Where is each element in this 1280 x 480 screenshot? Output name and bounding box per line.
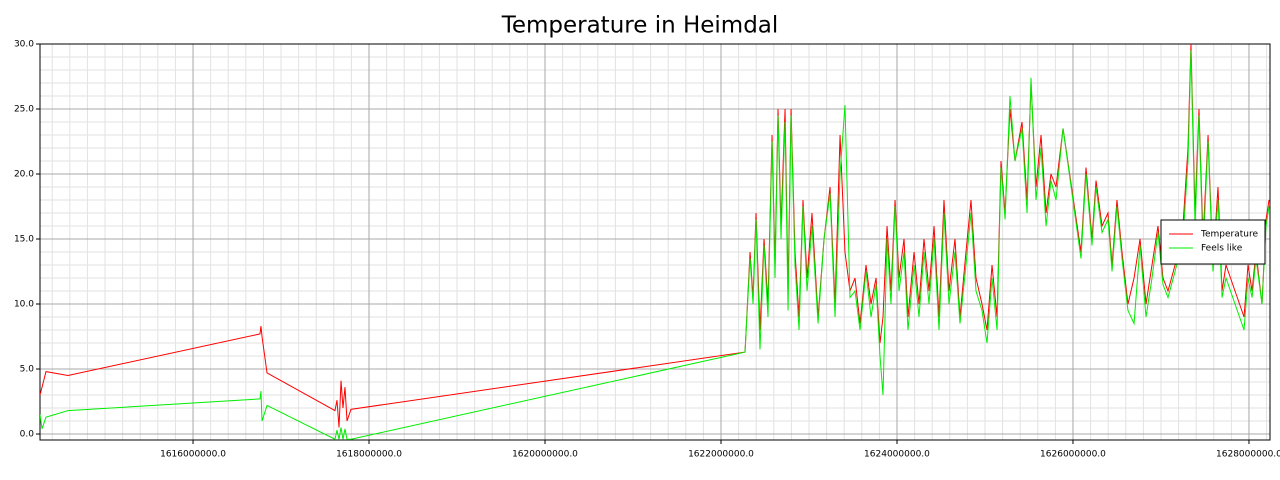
y-tick-label: 20.0: [14, 170, 34, 180]
legend-label: Temperature: [1200, 230, 1258, 240]
x-tick-label: 1624000000.0: [864, 450, 930, 460]
x-tick-label: 1620000000.0: [512, 450, 578, 460]
x-tick-label: 1618000000.0: [336, 450, 402, 460]
legend-box: [1160, 219, 1266, 265]
y-tick-label: 30.0: [14, 40, 34, 50]
y-tick-label: 0.0: [20, 430, 35, 440]
y-tick-label: 25.0: [14, 105, 34, 115]
y-tick-label: 10.0: [14, 300, 34, 310]
x-tick-label: 1616000000.0: [160, 450, 226, 460]
legend-label: Feels like: [1201, 244, 1243, 254]
y-tick-label: 5.0: [20, 365, 35, 375]
line: [40, 44, 1270, 428]
x-tick-label: 1628000000.0: [1216, 450, 1280, 460]
chart-title: Temperature in Heimdal: [501, 13, 779, 39]
line: [40, 50, 1270, 440]
x-tick-label: 1622000000.0: [688, 450, 754, 460]
x-tick-label: 1626000000.0: [1040, 450, 1106, 460]
y-tick-label: 15.0: [14, 235, 34, 245]
plot-frame: [39, 43, 1271, 441]
